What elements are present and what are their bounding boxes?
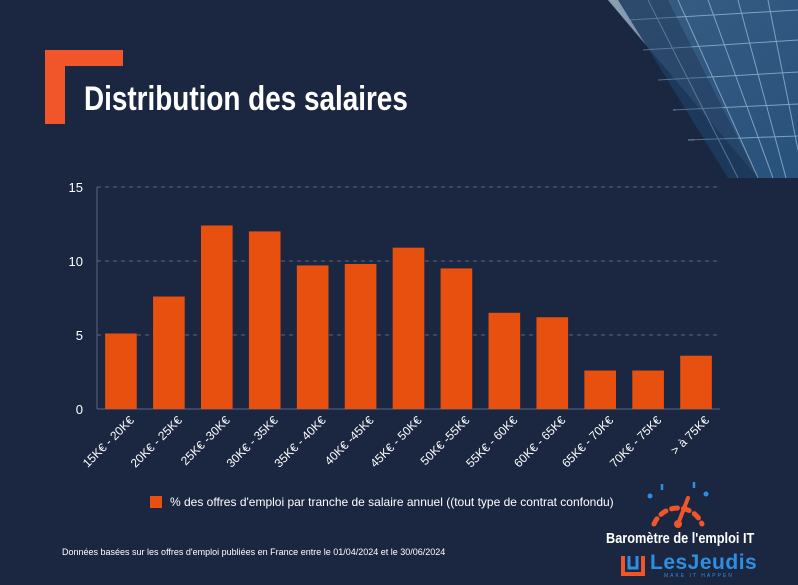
legend-swatch <box>150 496 162 508</box>
lesjeudis-logo-icon <box>621 556 645 576</box>
x-tick-label: 20K€ - 25K€ <box>128 413 185 470</box>
bar <box>536 317 569 409</box>
y-tick-label: 5 <box>76 328 83 343</box>
brand-name: LesJeudis <box>650 551 758 574</box>
brand-tagline: MAKE IT HAPPEN <box>664 573 734 579</box>
y-tick-label: 0 <box>76 402 83 417</box>
bar <box>105 333 137 409</box>
bar <box>440 268 473 409</box>
bar <box>680 355 712 409</box>
x-tick-label: 45K€ - 50K€ <box>367 413 424 470</box>
bar <box>296 265 329 409</box>
legend-label: % des offres d'emploi par tranche de sal… <box>170 495 614 509</box>
bar <box>248 231 281 409</box>
brand-logo: Baromètre de l'emploi IT LesJeudis MAKE … <box>600 478 775 583</box>
y-tick-label: 15 <box>69 180 83 195</box>
title-bracket-decoration <box>45 50 123 124</box>
bar <box>153 296 185 409</box>
page-title: Distribution des salaires <box>84 80 408 118</box>
bar <box>488 312 521 409</box>
barometre-label: Baromètre de l'emploi IT <box>606 530 755 547</box>
gauge-icon <box>647 482 709 528</box>
building-photo <box>608 0 798 178</box>
bar <box>344 263 377 409</box>
bar <box>392 247 425 409</box>
x-tick-label: 70K€ - 75K€ <box>607 413 664 470</box>
x-tick-label: 35K€ - 40K€ <box>272 413 329 470</box>
bar <box>584 370 617 409</box>
x-tick-label: > à 75K€ <box>668 413 712 457</box>
y-tick-label: 10 <box>69 254 83 269</box>
data-source-footnote: Données basées sur les offres d'emploi p… <box>62 547 446 557</box>
bar <box>200 225 233 409</box>
bar <box>632 370 664 409</box>
chart-legend: % des offres d'emploi par tranche de sal… <box>150 495 614 509</box>
